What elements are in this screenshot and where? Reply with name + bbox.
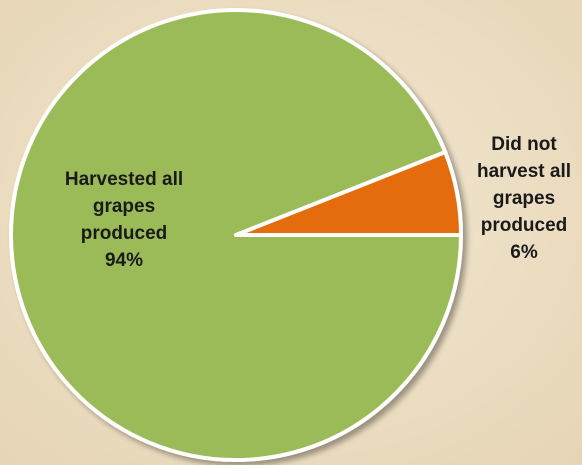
slice-label-harvested: Harvested all grapes produced 94%	[64, 169, 184, 271]
pie-slice-not-harvested	[234, 150, 463, 237]
slice-label-not-harvested: Did not harvest all grapes produced 6%	[477, 134, 571, 263]
